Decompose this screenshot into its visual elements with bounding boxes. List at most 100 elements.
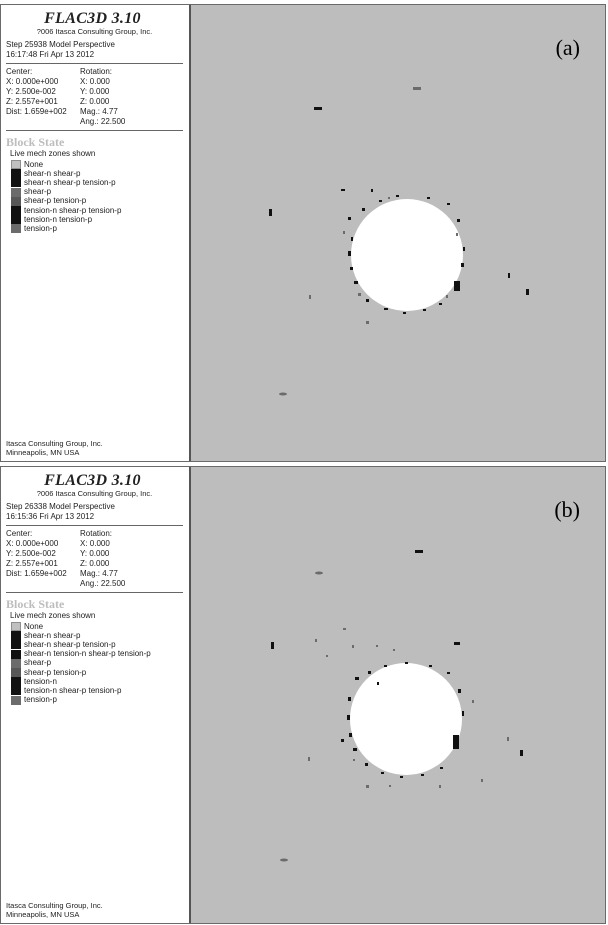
rotation-x: X: 0.000	[80, 539, 110, 548]
model-viewport[interactable]: (b)	[191, 467, 605, 923]
rotation-label: Rotation:	[80, 529, 113, 538]
divider	[6, 525, 183, 526]
step-line: Step 26338 Model Perspective	[6, 502, 115, 511]
legend-item: None	[11, 159, 189, 170]
plot-window-b: FLAC3D 3.10 ?006 Itasca Consulting Group…	[0, 466, 606, 924]
legend-label: tension-n	[24, 676, 57, 686]
failed-zones-dark	[269, 107, 529, 314]
legend-label: shear-n tension-n shear-p tension-p	[24, 649, 151, 659]
zone-legend-list: None shear-n shear-p shear-n shear-p ten…	[11, 160, 189, 234]
footer-location: Minneapolis, MN USA	[6, 448, 80, 457]
angle: Ang.: 22.500	[80, 579, 126, 588]
legend-label: shear-p	[24, 658, 52, 668]
zones-caption: Live mech zones shown	[10, 611, 96, 620]
legend-swatch	[11, 206, 21, 216]
legend-label: shear-n shear-p tension-p	[24, 639, 116, 649]
legend-swatch	[11, 215, 21, 225]
app-title: FLAC3D 3.10	[44, 10, 141, 27]
tunnel-opening	[351, 199, 463, 311]
legend-label: None	[24, 621, 44, 631]
legend-swatch	[11, 187, 21, 197]
legend-swatch	[11, 631, 21, 641]
panel-label: (a)	[555, 35, 580, 60]
center-x: X: 0.000e+000	[6, 77, 59, 86]
legend-item: shear-n tension-n shear-p tension-p	[11, 649, 189, 659]
center-label: Center:	[6, 529, 33, 538]
center-x: X: 0.000e+000	[6, 539, 59, 548]
legend-swatch	[11, 668, 21, 678]
plot-window-a: FLAC3D 3.10 ?006 Itasca Consulting Group…	[0, 4, 606, 462]
block-state-title: Block State	[6, 597, 65, 611]
zone-legend-list: None shear-n shear-p shear-n shear-p ten…	[11, 622, 189, 705]
rotation-z: Z: 0.000	[80, 559, 110, 568]
legend-label: None	[24, 159, 44, 169]
magnification: Mag.: 4.77	[80, 107, 118, 116]
legend-label: shear-n shear-p	[24, 168, 81, 178]
legend-label: shear-n shear-p tension-p	[24, 177, 116, 187]
angle: Ang.: 22.500	[80, 117, 126, 126]
model-plot	[269, 87, 529, 396]
rotation-label: Rotation:	[80, 67, 113, 76]
copyright-text: ?006 Itasca Consulting Group, Inc.	[36, 27, 153, 36]
copyright-text: ?006 Itasca Consulting Group, Inc.	[36, 489, 153, 498]
rotation-z: Z: 0.000	[80, 97, 110, 106]
legend-label: tension-n tension-p	[24, 214, 93, 224]
timestamp: 16:15:36 Fri Apr 13 2012	[6, 512, 95, 521]
legend-swatch	[11, 178, 21, 188]
legend-item: shear-p	[11, 658, 189, 668]
legend-swatch	[11, 686, 21, 696]
divider	[6, 130, 183, 131]
legend-item: shear-n shear-p	[11, 631, 189, 641]
legend-swatch	[11, 622, 21, 632]
model-viewport[interactable]: (a)	[191, 5, 605, 461]
legend-item: tension-n shear-p tension-p	[11, 686, 189, 696]
legend-panel: FLAC3D 3.10 ?006 Itasca Consulting Group…	[1, 467, 191, 923]
center-label: Center:	[6, 67, 33, 76]
legend-item: shear-n shear-p	[11, 168, 189, 179]
legend-label: shear-p tension-p	[24, 196, 87, 206]
app-title: FLAC3D 3.10	[44, 472, 141, 489]
legend-item: tension-p	[11, 224, 189, 234]
block-state-title: Block State	[6, 135, 65, 149]
legend-swatch	[11, 640, 21, 650]
panel-label: (b)	[554, 497, 580, 522]
legend-swatch	[11, 649, 21, 659]
footer-location: Minneapolis, MN USA	[6, 910, 80, 919]
timestamp: 16:17:48 Fri Apr 13 2012	[6, 50, 95, 59]
divider	[6, 592, 183, 593]
legend-item: None	[11, 621, 189, 632]
rotation-y: Y: 0.000	[80, 87, 110, 96]
legend-item: shear-p	[11, 187, 189, 197]
divider	[6, 63, 183, 64]
footer-company: Itasca Consulting Group, Inc.	[6, 439, 103, 448]
legend-item: shear-n shear-p tension-p	[11, 177, 189, 188]
tunnel-opening	[350, 663, 462, 775]
center-y: Y: 2.500e-002	[6, 87, 56, 96]
legend-label: shear-p tension-p	[24, 667, 87, 677]
view-parameters: Center: Rotation: X: 0.000e+000 X: 0.000…	[6, 67, 189, 127]
legend-item: shear-p tension-p	[11, 196, 189, 206]
rotation-y: Y: 0.000	[80, 549, 110, 558]
magnification: Mag.: 4.77	[80, 569, 118, 578]
failed-zones-grey	[279, 87, 458, 396]
legend-item: shear-n shear-p tension-p	[11, 639, 189, 650]
model-plot	[271, 550, 523, 862]
distance: Dist: 1.659e+002	[6, 569, 67, 578]
legend-panel: FLAC3D 3.10 ?006 Itasca Consulting Group…	[1, 5, 191, 461]
legend-swatch	[11, 196, 21, 206]
legend-swatch	[11, 658, 21, 668]
footer: Itasca Consulting Group, Inc. Minneapoli…	[6, 439, 103, 457]
legend-item: tension-n	[11, 676, 189, 687]
legend-label: shear-p	[24, 187, 52, 197]
zones-caption: Live mech zones shown	[10, 149, 96, 158]
legend-swatch	[11, 695, 21, 705]
view-parameters: Center: Rotation: X: 0.000e+000 X: 0.000…	[6, 529, 189, 589]
legend-item: tension-n shear-p tension-p	[11, 206, 189, 216]
failed-zones-grey	[280, 571, 509, 862]
legend-swatch	[11, 677, 21, 687]
failed-zones-dark	[271, 550, 523, 778]
legend-label: tension-p	[24, 695, 57, 705]
legend-swatch	[11, 169, 21, 179]
legend-item: tension-p	[11, 695, 189, 705]
legend-swatch	[11, 224, 21, 234]
